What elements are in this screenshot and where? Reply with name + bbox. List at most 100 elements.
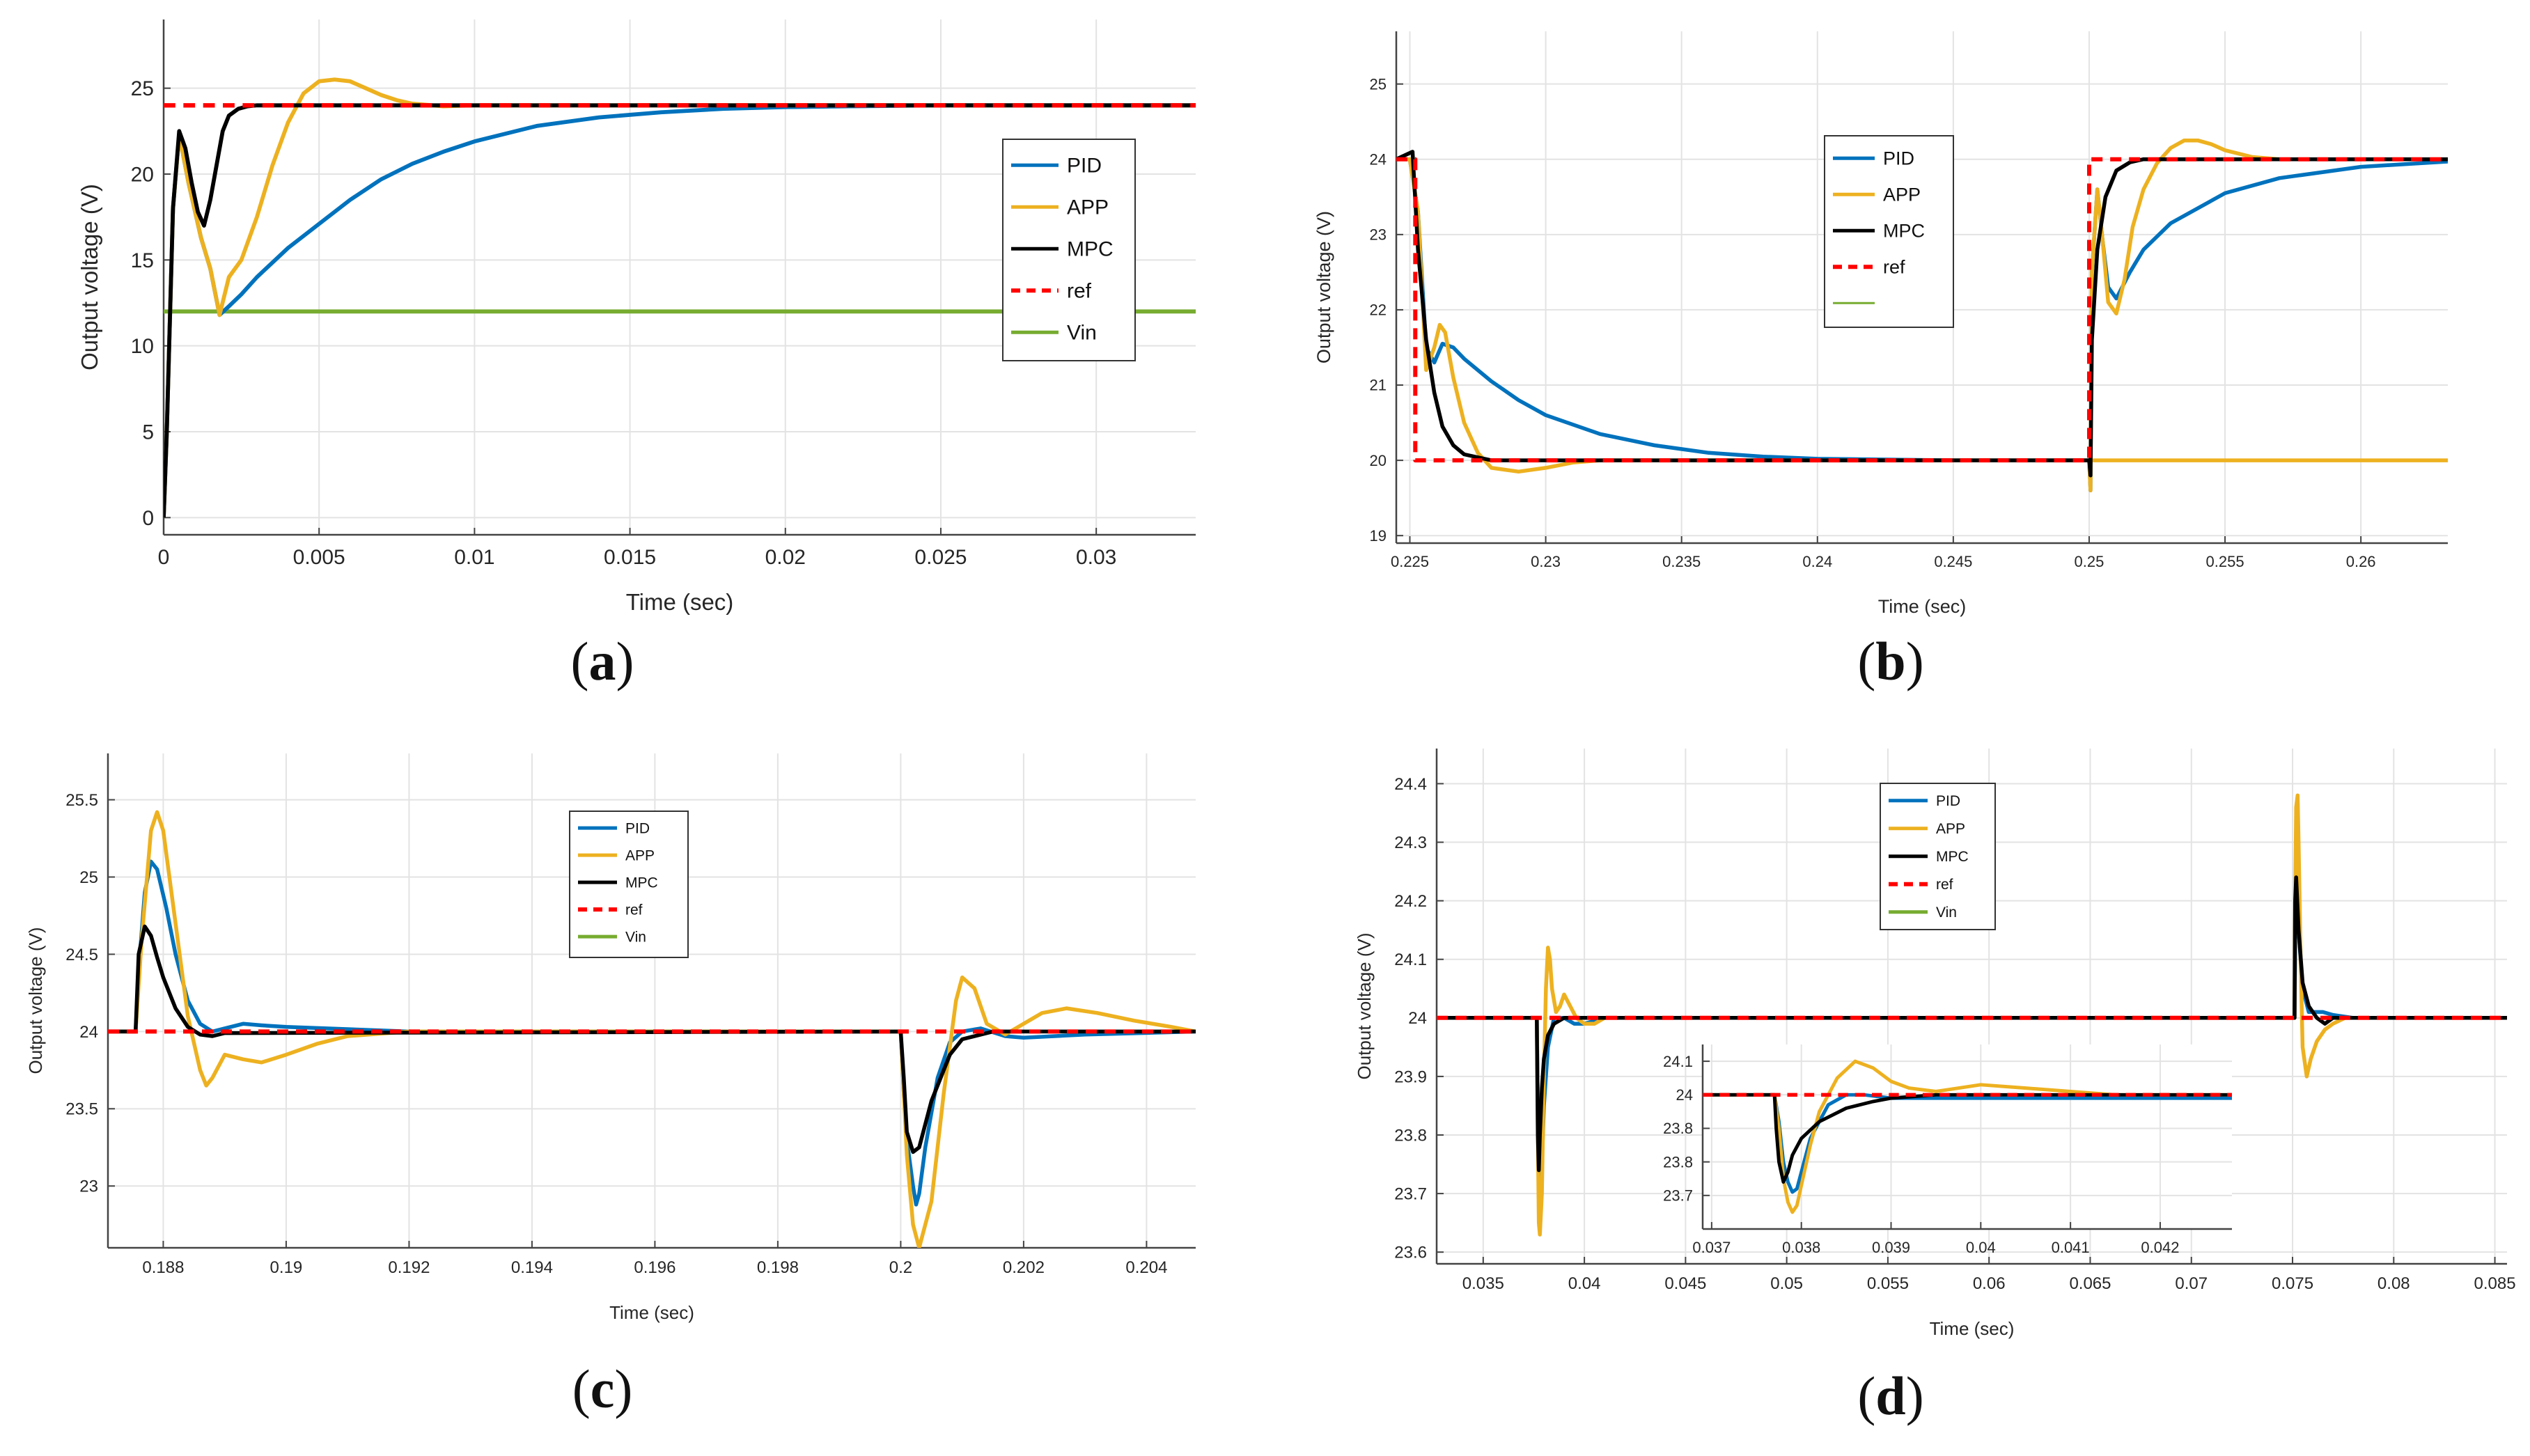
y-axis-label: Output voltage (V) [77, 184, 102, 370]
legend-label-pid: PID [625, 821, 650, 837]
y-axis-label: Output voltage (V) [1354, 933, 1375, 1080]
x-tick-label: 0 [158, 546, 170, 569]
y-tick-label: 24.4 [1394, 775, 1427, 794]
x-tick-label: 0.08 [2377, 1274, 2410, 1293]
x-tick-label: 0.03 [1076, 546, 1116, 569]
x-tick-label: 0.19 [270, 1258, 303, 1277]
y-tick-label: 22 [1370, 302, 1387, 319]
grid [108, 753, 1196, 1248]
legend-box [569, 811, 689, 958]
x-tick-label: 0.204 [1125, 1258, 1167, 1277]
plot-area [1703, 1044, 2232, 1229]
y-tick-label: 24 [1370, 150, 1387, 168]
y-tick-label: 5 [142, 421, 154, 444]
x-tick-label: 0.025 [914, 546, 967, 569]
panel-label-c: (c) [572, 1359, 633, 1419]
legend-label-mpc: MPC [1936, 849, 1969, 865]
legend-label-mpc: MPC [625, 875, 658, 891]
x-tick-label: 0.196 [634, 1258, 676, 1277]
y-tick-label: 25.5 [65, 791, 98, 810]
x-tick-label: 0.24 [1802, 553, 1832, 570]
x-tick-label: 0.04 [1966, 1239, 1996, 1256]
x-tick-label: 0.225 [1391, 553, 1429, 570]
legend-label-ref: ref [1883, 257, 1905, 278]
series-mpc-line [164, 103, 1196, 518]
y-tick-label: 25 [1370, 75, 1387, 93]
legend-b: PID APP MPC ref [1824, 135, 1954, 328]
x-axis-label: Time (sec) [626, 589, 734, 615]
x-tick-label: 0.055 [1867, 1274, 1909, 1293]
y-tick-label: 10 [131, 335, 154, 358]
y-tick-label: 23.8 [1663, 1120, 1693, 1137]
y-tick-label: 19 [1370, 527, 1387, 545]
series-app-line [2087, 138, 2448, 493]
x-tick-label: 0.25 [2075, 553, 2105, 570]
x-tick-label: 0.005 [293, 546, 345, 569]
x-tick-label: 0.255 [2206, 553, 2244, 570]
y-tick-label: 0 [142, 507, 154, 530]
inset-axes-d: 0.037 0.038 0.039 0.04 0.041 0.042 23.7 23.8 23.… [1663, 1044, 2232, 1256]
legend-label-mpc: MPC [1067, 238, 1114, 261]
legend-label-vin: Vin [1067, 322, 1097, 345]
x-axis-label: Time (sec) [1930, 1318, 2015, 1339]
x-tick-label: 0.06 [1973, 1274, 2006, 1293]
legend-a: PID APP MPC ref Vin [1002, 139, 1136, 361]
legend-label-pid: PID [1883, 148, 1914, 169]
y-tick-label: 24.5 [65, 946, 98, 964]
legend-label-app: APP [1067, 196, 1109, 219]
x-tick-label: 0.07 [2175, 1274, 2208, 1293]
y-tick-label: 20 [1370, 452, 1387, 469]
legend-c: PID APP MPC ref Vin [569, 811, 689, 958]
y-tick-label: 21 [1370, 377, 1387, 394]
y-tick-label: 23.7 [1663, 1187, 1693, 1205]
series-mpc-line [1396, 150, 2448, 478]
y-tick-label: 24.2 [1394, 892, 1427, 911]
y-tick-label: 20 [131, 164, 154, 187]
x-tick-label: 0.038 [1782, 1239, 1820, 1256]
legend-label-pid: PID [1067, 155, 1102, 178]
series-ref-line [1396, 157, 2448, 463]
y-tick-label: 23.8 [1663, 1153, 1693, 1171]
y-tick-label: 24.1 [1663, 1053, 1693, 1070]
y-tick-label: 24.1 [1394, 950, 1427, 969]
legend-label-ref: ref [1067, 280, 1092, 303]
legend-label-app: APP [625, 848, 655, 864]
panel-label-a: (a) [570, 631, 634, 691]
y-tick-label: 23.9 [1394, 1067, 1427, 1086]
y-tick-label: 23.7 [1394, 1184, 1427, 1203]
x-tick-label: 0.23 [1531, 553, 1561, 570]
legend-label-app: APP [1936, 821, 1965, 837]
x-tick-label: 0.015 [604, 546, 656, 569]
x-tick-label: 0.045 [1664, 1274, 1706, 1293]
y-tick-label: 24 [1676, 1086, 1693, 1104]
legend-label-ref: ref [1936, 877, 1953, 893]
x-tick-label: 0.041 [2052, 1239, 2090, 1256]
x-tick-label: 0.01 [454, 546, 494, 569]
x-tick-label: 0.2 [889, 1258, 912, 1277]
y-axis-label: Output voltage (V) [25, 927, 46, 1074]
y-tick-label: 23 [1370, 226, 1387, 244]
y-tick-label: 25 [131, 77, 154, 100]
x-tick-label: 0.037 [1692, 1239, 1731, 1256]
x-tick-label: 0.04 [1568, 1274, 1601, 1293]
y-tick-label: 23 [79, 1177, 98, 1196]
y-axis-label: Output voltage (V) [1313, 211, 1334, 363]
y-tick-label: 23.8 [1394, 1126, 1427, 1145]
x-tick-label: 0.192 [388, 1258, 430, 1277]
y-tick-label: 23.6 [1394, 1244, 1427, 1262]
x-tick-label: 0.188 [142, 1258, 184, 1277]
y-tick-label: 25 [79, 868, 98, 887]
legend-label-ref: ref [625, 902, 643, 918]
x-tick-label: 0.198 [757, 1258, 799, 1277]
x-tick-label: 0.035 [1462, 1274, 1504, 1293]
y-tick-label: 24.3 [1394, 833, 1427, 852]
legend-label-mpc: MPC [1883, 221, 1925, 242]
panel-label-b: (b) [1857, 631, 1924, 691]
x-axis-label: Time (sec) [1878, 596, 1967, 617]
legend-label-app: APP [1883, 185, 1921, 205]
x-tick-label: 0.075 [2272, 1274, 2313, 1293]
x-tick-label: 0.02 [765, 546, 806, 569]
y-tick-label: 24 [1408, 1009, 1427, 1028]
x-tick-label: 0.085 [2474, 1274, 2516, 1293]
